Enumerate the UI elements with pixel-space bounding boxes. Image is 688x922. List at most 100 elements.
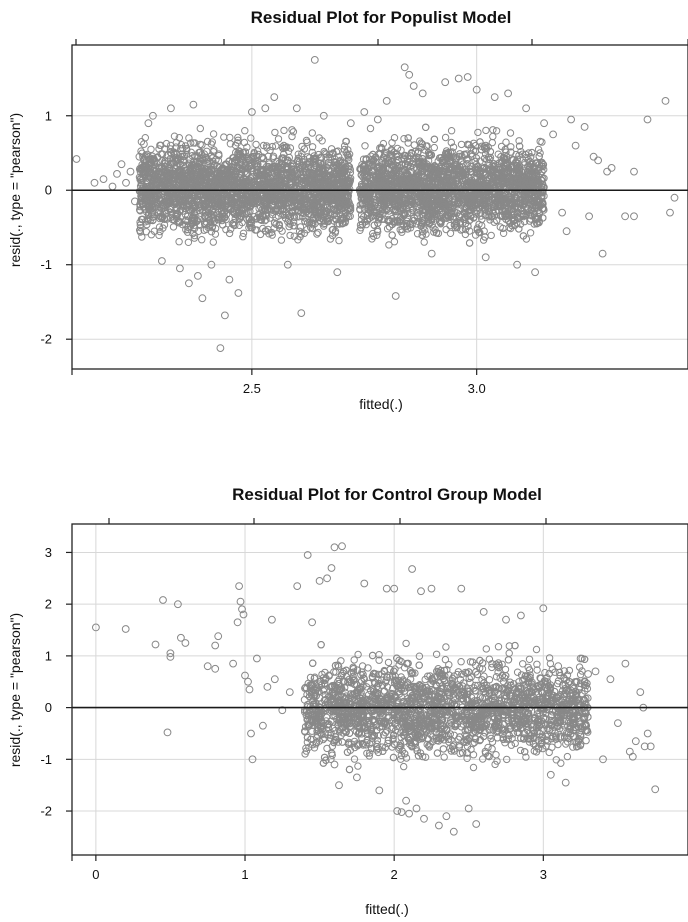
data-point bbox=[390, 134, 399, 142]
data-point bbox=[277, 236, 286, 244]
data-point bbox=[251, 226, 260, 234]
data-point bbox=[164, 151, 172, 159]
data-point bbox=[465, 239, 474, 247]
data-point bbox=[344, 154, 352, 162]
data-point bbox=[506, 129, 515, 137]
data-point bbox=[153, 208, 161, 217]
data-point bbox=[280, 126, 288, 135]
data-point bbox=[430, 143, 438, 152]
data-point bbox=[262, 216, 270, 224]
data-point bbox=[476, 138, 484, 146]
data-point bbox=[308, 224, 316, 233]
data-point bbox=[231, 141, 240, 150]
data-point bbox=[274, 212, 283, 220]
data-point bbox=[420, 238, 428, 246]
data-point bbox=[209, 157, 217, 166]
data-point bbox=[457, 140, 466, 149]
data-point bbox=[447, 127, 456, 135]
data-point bbox=[346, 206, 355, 214]
data-point bbox=[361, 142, 369, 150]
data-point bbox=[390, 238, 399, 246]
data-point bbox=[487, 231, 495, 240]
data-point bbox=[190, 221, 199, 229]
data-point bbox=[222, 225, 230, 234]
data-point bbox=[309, 199, 317, 207]
data-point bbox=[149, 216, 157, 225]
data-point bbox=[461, 230, 470, 239]
data-point bbox=[244, 181, 253, 190]
data-point bbox=[314, 228, 322, 237]
data-point bbox=[366, 124, 375, 133]
data-point bbox=[343, 151, 352, 159]
data-point bbox=[215, 151, 223, 160]
data-point bbox=[145, 209, 153, 217]
data-point bbox=[220, 133, 228, 141]
data-point bbox=[138, 233, 146, 241]
data-point bbox=[209, 238, 218, 246]
data-point bbox=[307, 223, 315, 232]
data-point bbox=[206, 220, 215, 229]
data-point bbox=[184, 238, 193, 247]
data-point bbox=[526, 229, 535, 237]
data-point bbox=[289, 128, 298, 136]
data-point bbox=[489, 126, 497, 134]
data-point bbox=[241, 127, 249, 135]
data-point bbox=[320, 220, 328, 228]
data-point bbox=[205, 158, 214, 166]
data-point bbox=[212, 175, 221, 183]
data-point bbox=[342, 149, 350, 157]
data-point bbox=[162, 139, 171, 148]
data-point bbox=[337, 172, 346, 180]
data-point bbox=[166, 145, 175, 153]
data-point bbox=[266, 146, 274, 155]
data-point bbox=[170, 132, 179, 140]
data-point bbox=[136, 175, 144, 183]
data-point bbox=[388, 231, 396, 239]
data-point bbox=[144, 217, 152, 225]
data-point bbox=[256, 230, 265, 239]
data-point bbox=[502, 138, 510, 146]
data-point bbox=[137, 147, 145, 155]
data-point bbox=[191, 139, 199, 147]
data-point bbox=[169, 223, 178, 231]
populist-residual-panel: Residual Plot for Populist Model 2.5 3.0-… bbox=[7, 8, 688, 412]
data-point bbox=[342, 137, 350, 146]
data-point bbox=[155, 223, 164, 231]
data-point bbox=[441, 133, 450, 142]
data-point bbox=[218, 170, 227, 178]
data-point bbox=[288, 126, 296, 134]
data-point bbox=[296, 223, 305, 231]
data-point bbox=[489, 132, 497, 141]
data-point bbox=[322, 150, 330, 158]
data-point bbox=[179, 144, 187, 153]
data-point bbox=[335, 236, 343, 245]
data-point bbox=[290, 232, 298, 240]
data-point bbox=[141, 134, 150, 142]
data-point bbox=[214, 157, 223, 165]
data-point bbox=[252, 140, 260, 149]
data-point bbox=[220, 208, 228, 216]
data-point bbox=[326, 235, 335, 243]
data-point bbox=[332, 148, 341, 156]
data-point bbox=[149, 213, 158, 221]
data-point bbox=[195, 220, 204, 229]
data-point bbox=[422, 123, 430, 132]
data-point bbox=[271, 128, 279, 137]
data-point bbox=[335, 164, 343, 172]
data-point bbox=[150, 160, 159, 169]
data-point bbox=[252, 152, 261, 160]
data-point bbox=[308, 129, 316, 137]
data-point bbox=[189, 229, 197, 238]
data-point bbox=[185, 134, 193, 142]
data-point bbox=[175, 238, 183, 246]
data-point bbox=[268, 231, 276, 239]
data-point bbox=[150, 227, 159, 235]
data-point bbox=[190, 231, 199, 240]
data-point bbox=[293, 158, 301, 166]
data-point bbox=[226, 133, 234, 142]
data-point bbox=[446, 229, 455, 238]
data-point bbox=[299, 212, 307, 221]
data-point bbox=[183, 228, 192, 236]
data-point bbox=[137, 138, 146, 146]
data-point bbox=[176, 165, 184, 173]
